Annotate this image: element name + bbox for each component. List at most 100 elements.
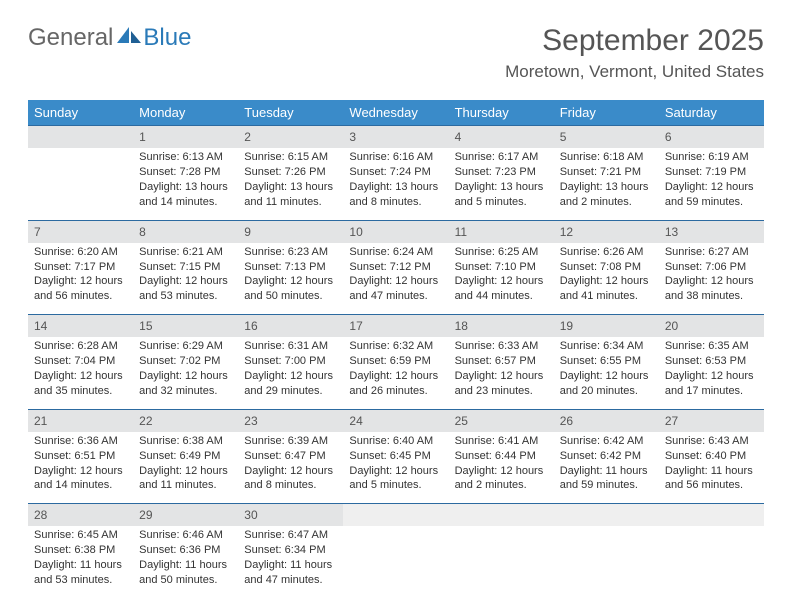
daylight-text: Daylight: 13 hours and 5 minutes. bbox=[455, 180, 548, 210]
day-cell: Sunrise: 6:41 AMSunset: 6:44 PMDaylight:… bbox=[449, 432, 554, 504]
day-number: 7 bbox=[28, 220, 133, 243]
sunset-text: Sunset: 6:59 PM bbox=[349, 354, 442, 369]
day-cell: Sunrise: 6:21 AMSunset: 7:15 PMDaylight:… bbox=[133, 243, 238, 315]
daylight-text: Daylight: 12 hours and 23 minutes. bbox=[455, 369, 548, 399]
day-number: 25 bbox=[449, 409, 554, 432]
sunset-text: Sunset: 6:36 PM bbox=[139, 543, 232, 558]
sunset-text: Sunset: 7:26 PM bbox=[244, 165, 337, 180]
brand-part1: General bbox=[28, 24, 113, 52]
sunrise-text: Sunrise: 6:29 AM bbox=[139, 339, 232, 354]
sunset-text: Sunset: 6:57 PM bbox=[455, 354, 548, 369]
sunrise-text: Sunrise: 6:28 AM bbox=[34, 339, 127, 354]
day-cell: Sunrise: 6:20 AMSunset: 7:17 PMDaylight:… bbox=[28, 243, 133, 315]
day-cell: Sunrise: 6:46 AMSunset: 6:36 PMDaylight:… bbox=[133, 526, 238, 597]
day-cell: Sunrise: 6:33 AMSunset: 6:57 PMDaylight:… bbox=[449, 337, 554, 409]
day-cell bbox=[659, 526, 764, 597]
sunrise-text: Sunrise: 6:20 AM bbox=[34, 245, 127, 260]
logo: General Blue bbox=[28, 24, 191, 52]
daylight-text: Daylight: 12 hours and 29 minutes. bbox=[244, 369, 337, 399]
daylight-text: Daylight: 11 hours and 47 minutes. bbox=[244, 558, 337, 588]
sunrise-text: Sunrise: 6:43 AM bbox=[665, 434, 758, 449]
brand-part2: Blue bbox=[143, 24, 191, 52]
daylight-text: Daylight: 12 hours and 17 minutes. bbox=[665, 369, 758, 399]
daylight-text: Daylight: 12 hours and 20 minutes. bbox=[560, 369, 653, 399]
day-cell: Sunrise: 6:16 AMSunset: 7:24 PMDaylight:… bbox=[343, 148, 448, 220]
daylight-text: Daylight: 12 hours and 2 minutes. bbox=[455, 464, 548, 494]
day-number: 2 bbox=[238, 126, 343, 149]
sunrise-text: Sunrise: 6:24 AM bbox=[349, 245, 442, 260]
day-cell bbox=[554, 526, 659, 597]
sunrise-text: Sunrise: 6:23 AM bbox=[244, 245, 337, 260]
daylight-text: Daylight: 12 hours and 59 minutes. bbox=[665, 180, 758, 210]
sunrise-text: Sunrise: 6:21 AM bbox=[139, 245, 232, 260]
daylight-text: Daylight: 12 hours and 8 minutes. bbox=[244, 464, 337, 494]
day-number: 11 bbox=[449, 220, 554, 243]
sunrise-text: Sunrise: 6:45 AM bbox=[34, 528, 127, 543]
day-cell: Sunrise: 6:28 AMSunset: 7:04 PMDaylight:… bbox=[28, 337, 133, 409]
daylight-text: Daylight: 12 hours and 41 minutes. bbox=[560, 274, 653, 304]
day-cell: Sunrise: 6:19 AMSunset: 7:19 PMDaylight:… bbox=[659, 148, 764, 220]
daylight-text: Daylight: 12 hours and 56 minutes. bbox=[34, 274, 127, 304]
weekday-header: Saturday bbox=[659, 100, 764, 126]
day-cell: Sunrise: 6:26 AMSunset: 7:08 PMDaylight:… bbox=[554, 243, 659, 315]
daylight-text: Daylight: 11 hours and 59 minutes. bbox=[560, 464, 653, 494]
day-cell: Sunrise: 6:32 AMSunset: 6:59 PMDaylight:… bbox=[343, 337, 448, 409]
sunrise-text: Sunrise: 6:18 AM bbox=[560, 150, 653, 165]
sunset-text: Sunset: 7:04 PM bbox=[34, 354, 127, 369]
day-number: 6 bbox=[659, 126, 764, 149]
day-number-row: 14151617181920 bbox=[28, 315, 764, 338]
weekday-header: Friday bbox=[554, 100, 659, 126]
sunrise-text: Sunrise: 6:31 AM bbox=[244, 339, 337, 354]
day-cell bbox=[343, 526, 448, 597]
weekday-header: Thursday bbox=[449, 100, 554, 126]
sunrise-text: Sunrise: 6:46 AM bbox=[139, 528, 232, 543]
sunset-text: Sunset: 6:34 PM bbox=[244, 543, 337, 558]
sunset-text: Sunset: 7:08 PM bbox=[560, 260, 653, 275]
sunrise-text: Sunrise: 6:42 AM bbox=[560, 434, 653, 449]
day-number bbox=[659, 504, 764, 527]
sunset-text: Sunset: 7:13 PM bbox=[244, 260, 337, 275]
day-number: 4 bbox=[449, 126, 554, 149]
location: Moretown, Vermont, United States bbox=[505, 62, 764, 82]
day-cell: Sunrise: 6:43 AMSunset: 6:40 PMDaylight:… bbox=[659, 432, 764, 504]
day-cell: Sunrise: 6:29 AMSunset: 7:02 PMDaylight:… bbox=[133, 337, 238, 409]
day-cell: Sunrise: 6:23 AMSunset: 7:13 PMDaylight:… bbox=[238, 243, 343, 315]
day-number: 27 bbox=[659, 409, 764, 432]
sunset-text: Sunset: 6:55 PM bbox=[560, 354, 653, 369]
calendar-body: 123456Sunrise: 6:13 AMSunset: 7:28 PMDay… bbox=[28, 126, 764, 598]
day-cell: Sunrise: 6:36 AMSunset: 6:51 PMDaylight:… bbox=[28, 432, 133, 504]
month-title: September 2025 bbox=[505, 24, 764, 58]
day-number: 26 bbox=[554, 409, 659, 432]
day-cell: Sunrise: 6:17 AMSunset: 7:23 PMDaylight:… bbox=[449, 148, 554, 220]
daylight-text: Daylight: 11 hours and 56 minutes. bbox=[665, 464, 758, 494]
sunset-text: Sunset: 6:53 PM bbox=[665, 354, 758, 369]
sunset-text: Sunset: 7:28 PM bbox=[139, 165, 232, 180]
day-number: 29 bbox=[133, 504, 238, 527]
day-info-row: Sunrise: 6:13 AMSunset: 7:28 PMDaylight:… bbox=[28, 148, 764, 220]
day-number bbox=[449, 504, 554, 527]
day-number: 5 bbox=[554, 126, 659, 149]
day-number: 18 bbox=[449, 315, 554, 338]
day-cell: Sunrise: 6:45 AMSunset: 6:38 PMDaylight:… bbox=[28, 526, 133, 597]
sunset-text: Sunset: 7:24 PM bbox=[349, 165, 442, 180]
day-info-row: Sunrise: 6:36 AMSunset: 6:51 PMDaylight:… bbox=[28, 432, 764, 504]
day-cell: Sunrise: 6:31 AMSunset: 7:00 PMDaylight:… bbox=[238, 337, 343, 409]
day-cell: Sunrise: 6:40 AMSunset: 6:45 PMDaylight:… bbox=[343, 432, 448, 504]
daylight-text: Daylight: 12 hours and 53 minutes. bbox=[139, 274, 232, 304]
day-info-row: Sunrise: 6:28 AMSunset: 7:04 PM Daylight:… bbox=[28, 337, 764, 409]
day-cell: Sunrise: 6:18 AMSunset: 7:21 PMDaylight:… bbox=[554, 148, 659, 220]
daylight-text: Daylight: 13 hours and 14 minutes. bbox=[139, 180, 232, 210]
daylight-text: Daylight: 11 hours and 53 minutes. bbox=[34, 558, 127, 588]
day-number: 1 bbox=[133, 126, 238, 149]
sunset-text: Sunset: 7:17 PM bbox=[34, 260, 127, 275]
sunrise-text: Sunrise: 6:40 AM bbox=[349, 434, 442, 449]
sunrise-text: Sunrise: 6:16 AM bbox=[349, 150, 442, 165]
day-cell: Sunrise: 6:24 AMSunset: 7:12 PMDaylight:… bbox=[343, 243, 448, 315]
day-cell: Sunrise: 6:39 AMSunset: 6:47 PMDaylight:… bbox=[238, 432, 343, 504]
sunrise-text: Sunrise: 6:13 AM bbox=[139, 150, 232, 165]
daylight-text: Daylight: 13 hours and 8 minutes. bbox=[349, 180, 442, 210]
day-number: 24 bbox=[343, 409, 448, 432]
sunset-text: Sunset: 7:10 PM bbox=[455, 260, 548, 275]
sunset-text: Sunset: 6:47 PM bbox=[244, 449, 337, 464]
day-number-row: 282930 bbox=[28, 504, 764, 527]
